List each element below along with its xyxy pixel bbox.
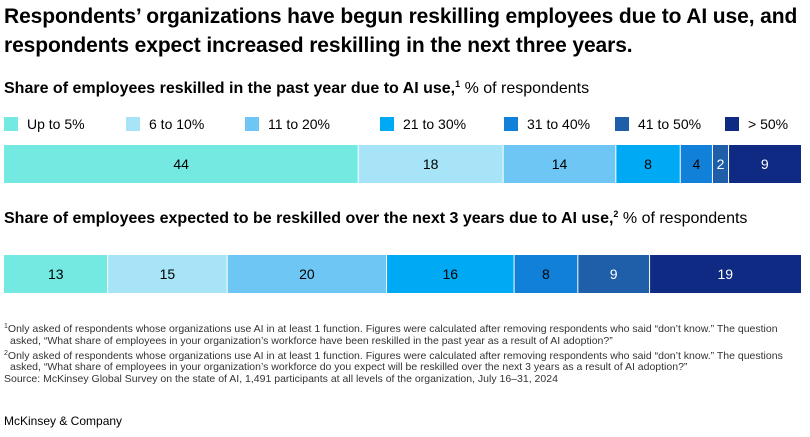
legend-label-1: Up to 5% — [27, 116, 85, 132]
chart-1-bar-segment-4 — [615, 145, 681, 183]
source-note: Source: McKinsey Global Survey on the st… — [4, 373, 558, 386]
footnote-1: 1Only asked of respondents whose organiz… — [4, 321, 806, 348]
chart-2-data-label-3: 20 — [299, 266, 315, 282]
chart-2-unit: % of respondents — [622, 210, 748, 227]
chart-1-bar-segment-1 — [4, 145, 359, 183]
chart-1-footnote-marker: 1 — [455, 79, 461, 89]
chart-2-bar-segment-1 — [4, 255, 108, 293]
chart-legend: Up to 5% 6 to 10% 11 to 20% 21 to 30% 31 to … — [4, 114, 804, 134]
brand-logo: McKinsey & Company — [4, 414, 123, 428]
legend-swatch-5 — [504, 117, 518, 131]
chart-1-data-label-5: 4 — [692, 156, 700, 172]
chart-1-subtitle: Share of employees reskilled in the past… — [4, 79, 589, 98]
chart-1-bar-segment-3 — [503, 145, 616, 183]
chart-1-bar-segment-7 — [728, 145, 801, 183]
chart-2-stacked-bar: 13 15 20 16 8 9 19 — [4, 255, 801, 293]
footnote-1-text: Only asked of respondents whose organiza… — [7, 323, 778, 347]
footnote-2: 2Only asked of respondents whose organiz… — [4, 348, 806, 375]
chart-2-subtitle: Share of employees expected to be reskil… — [4, 209, 747, 228]
legend-swatch-2 — [126, 117, 140, 131]
chart-1-data-label-3: 14 — [552, 156, 568, 172]
legend-swatch-3 — [245, 117, 259, 131]
chart-2-bar-segment-5 — [514, 255, 578, 293]
legend-item-6: 41 to 50% — [615, 114, 701, 134]
legend-swatch-1 — [4, 117, 18, 131]
chart-1-bar-segment-2 — [358, 145, 504, 183]
footnote-2-marker: 2 — [4, 349, 8, 357]
legend-item-3: 11 to 20% — [245, 114, 330, 134]
chart-2-bar-segment-7 — [649, 255, 801, 293]
legend-item-7: > 50% — [725, 114, 788, 134]
chart-2-data-label-7: 19 — [718, 266, 734, 282]
chart-1-data-label-4: 8 — [644, 156, 652, 172]
chart-2-bar-segment-2 — [107, 255, 228, 293]
chart-1-data-label-7: 9 — [761, 156, 769, 172]
chart-2-footnote-marker: 2 — [613, 209, 619, 219]
chart-2-data-label-2: 15 — [160, 266, 176, 282]
footnotes: 1Only asked of respondents whose organiz… — [4, 321, 806, 386]
chart-2-data-label-1: 13 — [48, 266, 64, 282]
legend-label-4: 21 to 30% — [403, 116, 467, 132]
chart-2-bar-segment-3 — [227, 255, 387, 293]
chart-1-stacked-bar: 44 18 14 8 4 2 9 — [4, 145, 801, 183]
footnote-1-marker: 1 — [4, 323, 8, 330]
footnote-2-text: Only asked of respondents whose organiza… — [7, 349, 783, 374]
chart-1-title: Share of employees reskilled in the past… — [4, 80, 456, 97]
chart-2-data-label-5: 8 — [542, 266, 550, 282]
chart-1-bar-segment-6 — [712, 145, 729, 183]
chart-2-bar-segment-6 — [577, 255, 650, 293]
chart-1-data-label-6: 2 — [717, 156, 725, 172]
chart-2-bar-segment-4 — [386, 255, 515, 293]
chart-1-data-label-2: 18 — [423, 156, 439, 172]
legend-item-4: 21 to 30% — [380, 114, 466, 134]
chart-2-title: Share of employees expected to be reskil… — [4, 210, 614, 227]
legend-label-2: 6 to 10% — [149, 116, 205, 132]
legend-item-1: Up to 5% — [4, 114, 85, 134]
chart-2-data-label-4: 16 — [443, 266, 459, 282]
legend-swatch-7 — [725, 117, 739, 131]
chart-title: Respondents’ organizations have begun re… — [4, 5, 798, 57]
legend-swatch-4 — [380, 117, 394, 131]
legend-label-5: 31 to 40% — [527, 116, 591, 132]
legend-swatch-6 — [615, 117, 629, 131]
chart-1-unit: % of respondents — [464, 80, 590, 97]
legend-label-6: 41 to 50% — [638, 116, 702, 132]
legend-label-7: > 50% — [748, 116, 789, 132]
chart-1-bar-segment-5 — [680, 145, 713, 183]
chart-1-data-label-1: 44 — [173, 156, 189, 172]
legend-label-3: 11 to 20% — [268, 116, 331, 132]
legend-item-5: 31 to 40% — [504, 114, 590, 134]
chart-2-data-label-6: 9 — [610, 266, 618, 282]
legend-item-2: 6 to 10% — [126, 114, 204, 134]
